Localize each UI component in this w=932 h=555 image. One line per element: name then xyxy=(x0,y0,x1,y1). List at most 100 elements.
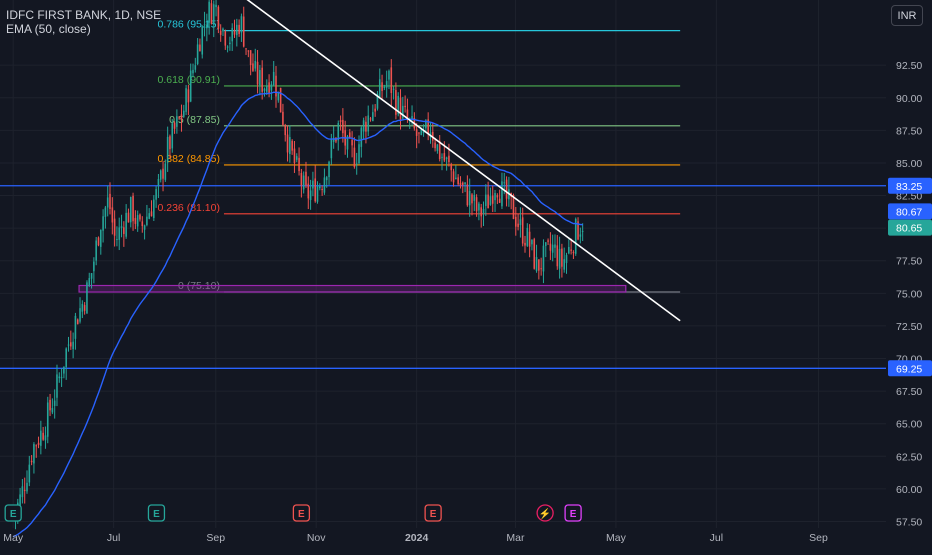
candle-body xyxy=(574,218,577,254)
candle-body xyxy=(385,81,388,88)
event-label: E xyxy=(10,509,17,520)
candle-body xyxy=(67,344,70,346)
candle-body xyxy=(501,181,503,207)
price-tag-box xyxy=(888,360,932,377)
candle-body xyxy=(316,186,319,202)
candle-body xyxy=(494,193,496,201)
candle-body xyxy=(332,137,335,142)
candle-body xyxy=(275,75,277,97)
candle-body xyxy=(104,207,107,217)
candle-body xyxy=(346,136,349,150)
candle-body xyxy=(134,218,137,224)
candle-body xyxy=(40,430,42,446)
fib-level-label: 0.236 (81.10) xyxy=(158,202,220,214)
candle-body xyxy=(53,400,56,406)
candle-body xyxy=(256,61,259,85)
candle-body xyxy=(148,213,151,219)
candle-body xyxy=(212,4,215,25)
candle-body xyxy=(549,243,552,251)
candle-body xyxy=(514,216,517,227)
candle-body xyxy=(482,208,485,214)
candle-body xyxy=(187,89,190,103)
candle-body xyxy=(360,127,363,147)
candle-body xyxy=(491,195,494,204)
candle-body xyxy=(376,93,379,109)
candle-body xyxy=(466,184,469,206)
candle-body xyxy=(383,87,386,89)
candle-body xyxy=(72,341,74,350)
candle-body xyxy=(577,221,579,240)
candle-body xyxy=(351,139,353,146)
ema-50-line xyxy=(12,91,583,538)
candle-body xyxy=(461,182,464,185)
y-axis-tick-label: 77.50 xyxy=(896,256,922,268)
candle-body xyxy=(123,227,125,234)
x-axis-tick-label: Sep xyxy=(809,532,828,544)
candle-body xyxy=(164,163,167,180)
candle-body xyxy=(127,212,130,223)
candle-body xyxy=(362,120,365,132)
candle-body xyxy=(159,170,162,180)
candle-body xyxy=(422,130,425,133)
y-axis-tick-label: 92.50 xyxy=(896,60,922,72)
candle-body xyxy=(455,177,457,180)
candle-body xyxy=(106,197,109,208)
candle-body xyxy=(367,115,370,132)
candle-body xyxy=(111,207,114,223)
event-label: E xyxy=(570,509,577,520)
candle-body xyxy=(519,219,522,226)
x-axis-tick-label: 2024 xyxy=(405,532,429,544)
candle-body xyxy=(21,486,24,498)
candle-body xyxy=(319,186,321,189)
candle-body xyxy=(496,195,499,198)
candle-body xyxy=(51,408,54,413)
candle-body xyxy=(35,445,38,447)
candle-body xyxy=(289,137,291,155)
event-label: ⚡ xyxy=(539,507,551,520)
candle-body xyxy=(37,442,40,446)
price-marker-box xyxy=(888,219,932,236)
candle-body xyxy=(528,231,531,247)
fib-level-label: 0.618 (90.91) xyxy=(158,74,220,86)
candle-body xyxy=(404,105,406,108)
candle-body xyxy=(261,67,263,92)
x-axis-tick-label: Jul xyxy=(107,532,120,544)
candle-body xyxy=(544,242,547,246)
candle-body xyxy=(185,88,187,112)
candle-body xyxy=(309,190,312,201)
candle-body xyxy=(26,482,28,492)
candle-body xyxy=(538,259,540,271)
candle-body xyxy=(374,108,376,112)
candle-body xyxy=(226,46,229,48)
candle-body xyxy=(49,399,51,411)
x-axis-tick-label: Jul xyxy=(710,532,723,544)
candle-body xyxy=(79,308,81,322)
candle-body xyxy=(475,197,478,212)
y-axis-tick-label: 85.00 xyxy=(896,158,922,170)
candle-body xyxy=(44,435,47,441)
candle-body xyxy=(125,212,127,237)
candle-body xyxy=(293,148,296,163)
candle-body xyxy=(242,16,245,47)
candle-body xyxy=(478,203,480,211)
candle-body xyxy=(298,157,300,172)
candle-body xyxy=(236,24,238,36)
candle-body xyxy=(443,153,446,161)
candle-body xyxy=(556,245,559,267)
candle-body xyxy=(97,237,100,246)
candle-body xyxy=(485,194,487,206)
candle-body xyxy=(118,227,121,240)
candle-body xyxy=(381,82,383,91)
candle-body xyxy=(378,79,381,98)
candle-body xyxy=(270,84,273,91)
currency-button[interactable]: INR xyxy=(891,5,923,26)
candle-body xyxy=(224,31,227,46)
candle-body xyxy=(76,319,79,325)
candle-body xyxy=(120,226,123,228)
x-axis-tick-label: Nov xyxy=(307,532,326,544)
candle-body xyxy=(540,268,542,270)
candle-body xyxy=(489,196,492,205)
candle-body xyxy=(307,183,310,199)
